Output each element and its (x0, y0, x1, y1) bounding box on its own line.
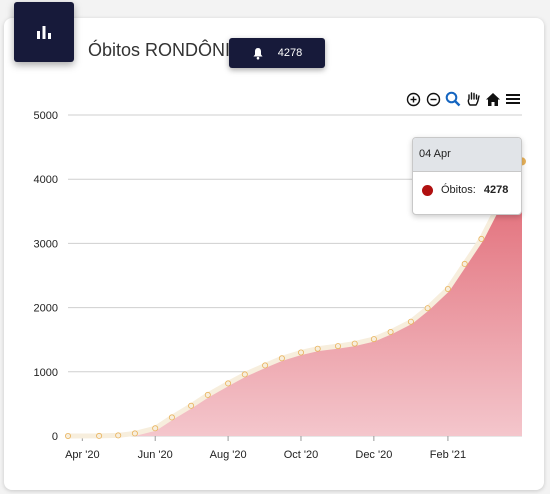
tooltip-series-label: Óbitos: (441, 184, 476, 196)
data-point (96, 432, 103, 439)
data-point (131, 430, 138, 437)
x-tick-label: Oct '20 (284, 449, 319, 461)
data-point (297, 349, 304, 356)
y-tick-label: 5000 (34, 110, 58, 122)
data-point (478, 235, 485, 242)
y-axis: 0 1000 2000 3000 4000 5000 (34, 110, 58, 443)
data-point (461, 260, 468, 267)
data-point (152, 425, 159, 432)
y-tick-label: 1000 (34, 367, 58, 379)
data-point (314, 345, 321, 352)
data-point (65, 432, 72, 439)
data-point (262, 362, 269, 369)
zoom-out-icon[interactable] (424, 90, 442, 108)
data-point (168, 414, 175, 421)
page-title: Óbitos RONDÔNIA (88, 40, 243, 60)
tooltip-date: 04 Apr (413, 138, 521, 172)
data-point (424, 305, 431, 312)
data-point (225, 380, 232, 387)
data-point (241, 371, 248, 378)
x-axis: Apr '20 Jun '20 Aug '20 Oct '20 Dec '20 Feb '… (65, 436, 466, 461)
y-tick-label: 2000 (34, 303, 58, 315)
home-icon[interactable] (484, 90, 502, 108)
x-tick-label: Aug '20 (210, 449, 247, 461)
data-point (444, 285, 451, 292)
data-point (351, 340, 358, 347)
data-point (278, 355, 285, 362)
tooltip-body: Óbitos: 4278 (413, 172, 521, 196)
y-tick-label: 0 (52, 431, 58, 443)
y-tick-label: 4000 (34, 174, 58, 186)
data-point (188, 402, 195, 409)
data-tooltip: 04 Apr Óbitos: 4278 (412, 137, 522, 215)
data-point (407, 318, 414, 325)
x-tick-label: Jun '20 (138, 449, 173, 461)
menu-icon[interactable] (504, 90, 522, 108)
magnifier-icon[interactable] (444, 90, 462, 108)
y-tick-label: 3000 (34, 238, 58, 250)
data-point (387, 328, 394, 335)
x-tick-label: Apr '20 (65, 449, 100, 461)
area-fill (68, 161, 522, 436)
data-point (334, 343, 341, 350)
data-point (204, 391, 211, 398)
data-point (115, 432, 122, 439)
tooltip-value: 4278 (483, 184, 509, 196)
data-point (370, 336, 377, 343)
series-line (65, 158, 525, 439)
bar-chart-icon (37, 26, 51, 39)
x-tick-label: Dec '20 (355, 449, 392, 461)
x-tick-label: Feb '21 (430, 449, 466, 461)
bell-icon (253, 47, 263, 59)
badge-value: 4278 (277, 47, 303, 59)
tooltip-series-marker (422, 184, 433, 196)
total-badge: 4278 (229, 38, 325, 68)
header-icon-box (14, 2, 74, 62)
chart-toolbar (404, 90, 522, 108)
zoom-in-icon[interactable] (404, 90, 422, 108)
pan-hand-icon[interactable] (464, 90, 482, 108)
